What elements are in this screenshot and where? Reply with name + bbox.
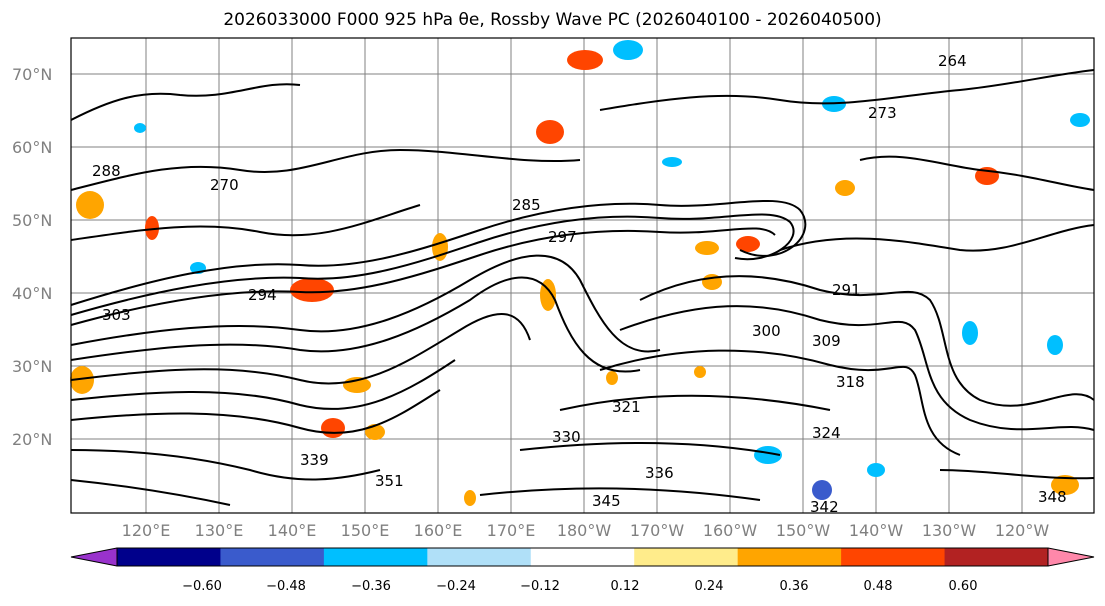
lat-label-70n: 70°N [12, 65, 52, 84]
contour-label-345: 345 [592, 492, 621, 510]
colorbar-tick-label: −0.48 [266, 579, 306, 594]
colorbar: −0.60 −0.48 −0.36 −0.24 −0.12 0.12 0.24 … [70, 547, 1095, 594]
lon-label-120e: 120°E [122, 521, 171, 540]
contour-label-303: 303 [102, 306, 131, 324]
lat-label-40n: 40°N [12, 284, 52, 303]
contour-label-264: 264 [938, 52, 967, 70]
colorbar-extend-high [1048, 548, 1094, 566]
plot-title: 2026033000 F000 925 hPa θe, Rossby Wave … [223, 10, 882, 30]
lon-label-170w: 170°W [630, 521, 685, 540]
colorbar-segment [737, 548, 842, 566]
anomaly-shading [70, 40, 1090, 506]
contour-label-336: 336 [645, 464, 674, 482]
latitude-labels: 70°N 60°N 50°N 40°N 30°N 20°N [12, 65, 52, 449]
graticule [71, 38, 1094, 513]
contour-label-324: 324 [812, 424, 841, 442]
colorbar-segment [323, 548, 428, 566]
contour-label-273: 273 [868, 104, 897, 122]
lat-label-50n: 50°N [12, 211, 52, 230]
lon-label-150e: 150°E [341, 521, 390, 540]
lat-label-60n: 60°N [12, 138, 52, 157]
colorbar-extend-low [71, 548, 117, 566]
contour-label-288: 288 [92, 162, 121, 180]
contour-label-330: 330 [552, 428, 581, 446]
contour-label-300: 300 [752, 322, 781, 340]
colorbar-tick-label: 0.36 [780, 579, 809, 594]
lon-label-170e: 170°E [487, 521, 536, 540]
colorbar-segment [841, 548, 946, 566]
contour-label-297: 297 [548, 228, 577, 246]
colorbar-tick-label: 0.12 [611, 579, 640, 594]
map-background [71, 38, 1094, 513]
colorbar-frame [116, 547, 1049, 567]
colorbar-tick-label: 0.60 [949, 579, 978, 594]
colorbar-segment [530, 548, 635, 566]
lon-label-180w: 180°W [557, 521, 612, 540]
colorbar-segment [944, 548, 1049, 566]
colorbar-segment [427, 548, 532, 566]
lon-label-130w: 130°W [922, 521, 977, 540]
lat-label-20n: 20°N [12, 430, 52, 449]
contour-label-321: 321 [612, 398, 641, 416]
lon-label-140w: 140°W [849, 521, 904, 540]
lon-label-140e: 140°E [268, 521, 317, 540]
lon-label-120w: 120°W [995, 521, 1050, 540]
contour-label-339: 339 [300, 451, 329, 469]
colorbar-segment [220, 548, 325, 566]
contour-label-342: 342 [810, 498, 839, 516]
contour-label-294: 294 [248, 286, 277, 304]
theta-e-contours [70, 69, 1095, 506]
colorbar-tick-label: −0.12 [520, 579, 560, 594]
colorbar-tick-label: 0.24 [695, 579, 724, 594]
contour-labels: 288 270 285 297 291 300 309 318 321 324 … [92, 52, 1067, 516]
lon-label-160w: 160°W [703, 521, 758, 540]
contour-label-309: 309 [812, 332, 841, 350]
lon-label-150w: 150°W [776, 521, 831, 540]
contour-label-351: 351 [375, 472, 404, 490]
colorbar-segment [117, 548, 221, 566]
lat-label-30n: 30°N [12, 357, 52, 376]
colorbar-segment [634, 548, 739, 566]
contour-label-285: 285 [512, 196, 541, 214]
longitude-labels: 120°E 130°E 140°E 150°E 160°E 170°E 180°… [122, 521, 1050, 540]
contour-label-270: 270 [210, 176, 239, 194]
lon-label-160e: 160°E [414, 521, 463, 540]
colorbar-tick-label: −0.24 [436, 579, 476, 594]
colorbar-tick-label: −0.60 [182, 579, 222, 594]
contour-label-291: 291 [832, 281, 861, 299]
colorbar-tick-label: −0.36 [351, 579, 391, 594]
colorbar-tick-label: 0.48 [864, 579, 893, 594]
map-frame [70, 37, 1095, 514]
contour-label-348: 348 [1038, 488, 1067, 506]
contour-label-318: 318 [836, 373, 865, 391]
lon-label-130e: 130°E [195, 521, 244, 540]
